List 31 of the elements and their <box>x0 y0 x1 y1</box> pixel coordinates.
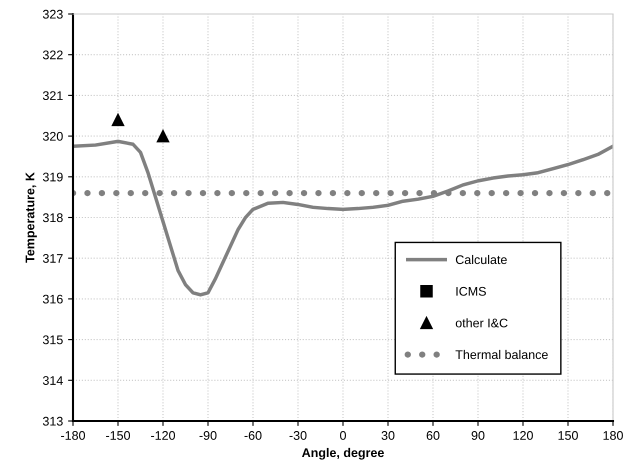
x-tick-label: 0 <box>340 431 346 440</box>
legend-label: Thermal balance <box>456 350 548 360</box>
y-tick-label: 316 <box>42 294 63 304</box>
x-tick-label: 150 <box>558 431 578 440</box>
x-axis-title: Angle, degree <box>302 448 384 460</box>
x-tick-label: 60 <box>426 431 440 440</box>
x-tick-label: -150 <box>106 431 130 440</box>
legend-label: ICMS <box>456 286 486 296</box>
y-tick-label: 321 <box>42 91 63 100</box>
y-tick-label: 323 <box>42 10 63 19</box>
x-tick-label: 180 <box>604 431 623 440</box>
y-tick-label: 320 <box>42 132 63 141</box>
x-tick-label: 90 <box>472 431 484 440</box>
x-tick-label: -90 <box>200 431 217 440</box>
y-tick-label: 315 <box>42 335 63 344</box>
y-tick-label: 322 <box>42 50 63 60</box>
x-tick-label: 30 <box>382 431 394 440</box>
line-series <box>73 140 613 297</box>
x-tick-label: -30 <box>290 431 307 440</box>
y-tick-label: 319 <box>42 172 63 182</box>
y-tick-label: 317 <box>42 254 63 263</box>
y-tick-label: 313 <box>42 416 63 426</box>
y-tick-label: 314 <box>42 376 63 385</box>
y-axis-title: Temperature, K <box>26 172 37 263</box>
x-tick-label: -60 <box>244 431 262 440</box>
x-tick-label: -180 <box>61 431 86 440</box>
legend-label: Calculate <box>456 254 507 264</box>
x-tick-label: 120 <box>514 431 533 440</box>
x-tick-label: -120 <box>151 431 176 440</box>
legend-label: other I&C <box>456 318 508 328</box>
y-tick-label: 318 <box>42 213 63 222</box>
